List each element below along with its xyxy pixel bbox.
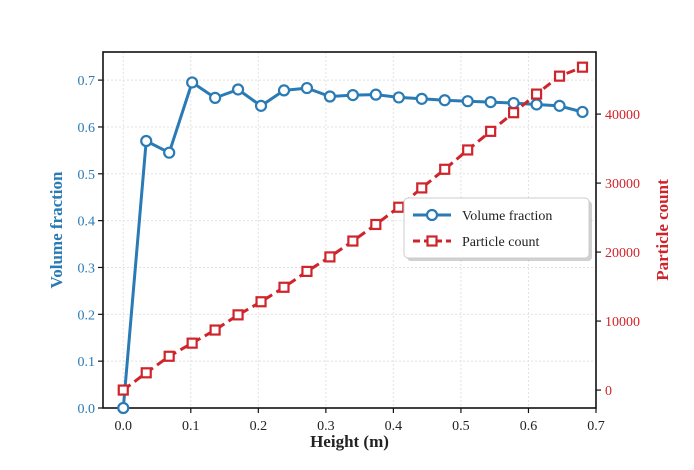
- volume-fraction-point: [209, 91, 222, 105]
- volume-fraction-point: [553, 99, 566, 112]
- y-right-tick-label: 40000: [605, 108, 640, 123]
- plot-frame: [102, 51, 597, 409]
- volume-fraction-point: [530, 98, 543, 111]
- volume-fraction-point: [231, 83, 245, 96]
- particle-count-point: [117, 384, 129, 396]
- y-left-tick-label: 0.1: [78, 355, 96, 370]
- volume-fraction-point: [254, 99, 268, 112]
- volume-fraction-point: [369, 88, 382, 101]
- y-left-tick-label: 0.6: [78, 121, 96, 136]
- particle-count-point: [508, 107, 520, 119]
- particle-count-point: [370, 218, 382, 231]
- legend-box: [403, 197, 590, 259]
- x-axis-title: Height (m): [310, 432, 389, 451]
- volume-fraction-point: [140, 134, 153, 148]
- legend-label-particle: Particle count: [462, 235, 539, 250]
- x-tick-label: 0.0: [115, 419, 133, 434]
- particle-count-point: [163, 350, 175, 362]
- y-right-axis-title: Particle count: [653, 179, 672, 281]
- volume-fraction-point: [323, 90, 337, 103]
- y-left-tick-label: 0.0: [78, 402, 96, 417]
- particle-count-point: [530, 88, 543, 100]
- particle-count-point: [576, 61, 589, 73]
- particle-count-point: [439, 163, 451, 175]
- x-tick-label: 0.5: [452, 419, 470, 434]
- volume-fraction-point: [576, 105, 589, 119]
- volume-fraction-point: [484, 96, 497, 109]
- y-right-tick-label: 0: [605, 384, 612, 399]
- y-left-tick-label: 0.5: [78, 168, 96, 183]
- volume-fraction-point: [346, 88, 359, 102]
- volume-fraction-point: [392, 91, 405, 104]
- y-right-tick-label: 10000: [605, 315, 640, 330]
- volume-fraction-point: [415, 92, 428, 105]
- particle-count-point: [278, 281, 290, 293]
- y-right-tick-label: 20000: [605, 246, 640, 261]
- volume-fraction-point: [507, 96, 520, 110]
- particle-count-point: [186, 337, 198, 349]
- particle-count-point: [324, 251, 336, 263]
- legend: Volume fraction Particle count: [403, 197, 592, 261]
- volume-fraction-point: [461, 95, 474, 108]
- particle-count-point: [140, 367, 152, 379]
- volume-fraction-point: [186, 76, 199, 89]
- x-tick-label: 0.4: [385, 419, 403, 434]
- x-tick-label: 0.1: [182, 419, 200, 434]
- axis-ticks: 0.0 0.1 0.2 0.3 0.4 0.5 0.6 0.7 0.0 0.1 0.2 0.3 0.4 0…: [78, 74, 641, 434]
- y-left-tick-label: 0.3: [78, 261, 96, 276]
- legend-marker-volume: [425, 208, 439, 222]
- particle-count-point: [553, 70, 566, 82]
- y-right-tick-label: 30000: [605, 177, 640, 192]
- particle-count-point: [347, 235, 359, 247]
- volume-fraction-point: [117, 401, 130, 415]
- particle-count-point: [416, 182, 428, 194]
- y-left-tick-label: 0.7: [78, 74, 96, 89]
- x-tick-label: 0.2: [250, 419, 268, 434]
- x-tick-label: 0.6: [520, 419, 538, 434]
- particle-count-point: [255, 296, 267, 308]
- legend-marker-particle: [426, 235, 438, 247]
- x-tick-label: 0.7: [587, 419, 605, 434]
- y-left-tick-label: 0.4: [78, 215, 96, 230]
- particle-count-point: [209, 324, 221, 336]
- y-left-axis-title: Volume fraction: [47, 171, 66, 288]
- y-left-tick-label: 0.2: [78, 308, 96, 323]
- series: [117, 61, 589, 415]
- particle-count-point: [301, 265, 313, 277]
- legend-label-volume: Volume fraction: [462, 209, 552, 224]
- x-tick-label: 0.3: [317, 419, 335, 434]
- particle-count-point: [393, 201, 405, 213]
- volume-fraction-point: [300, 81, 314, 95]
- particle-count-point: [232, 309, 244, 321]
- volume-fraction-point: [163, 146, 176, 159]
- volume-fraction-point: [277, 84, 291, 97]
- volume-fraction-point: [438, 94, 451, 107]
- particle-count-point: [462, 144, 474, 156]
- particle-count-point: [485, 125, 497, 137]
